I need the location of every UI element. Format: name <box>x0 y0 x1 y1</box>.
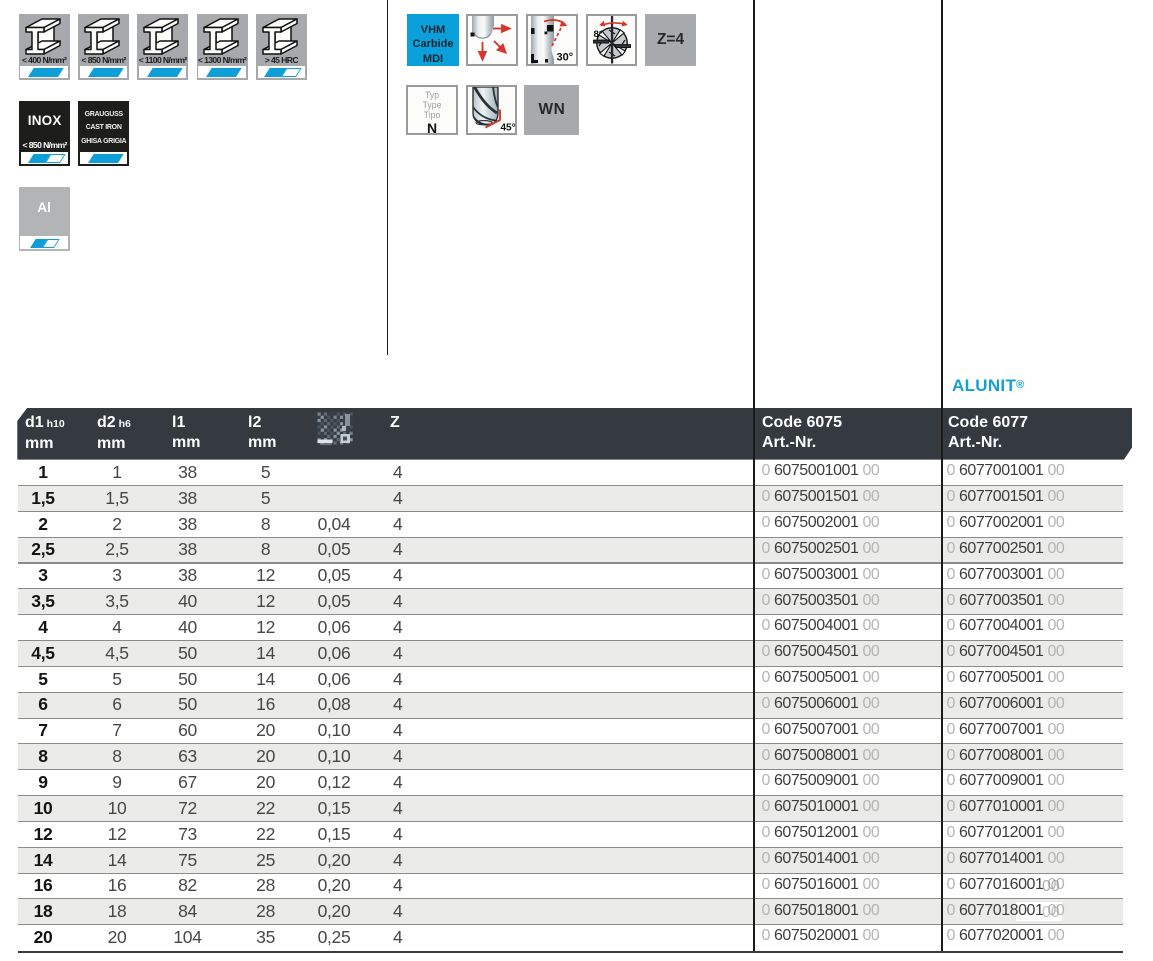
svg-text:8°: 8° <box>593 29 602 40</box>
svg-text:45°: 45° <box>500 122 515 133</box>
svg-text:30°: 30° <box>557 51 574 63</box>
